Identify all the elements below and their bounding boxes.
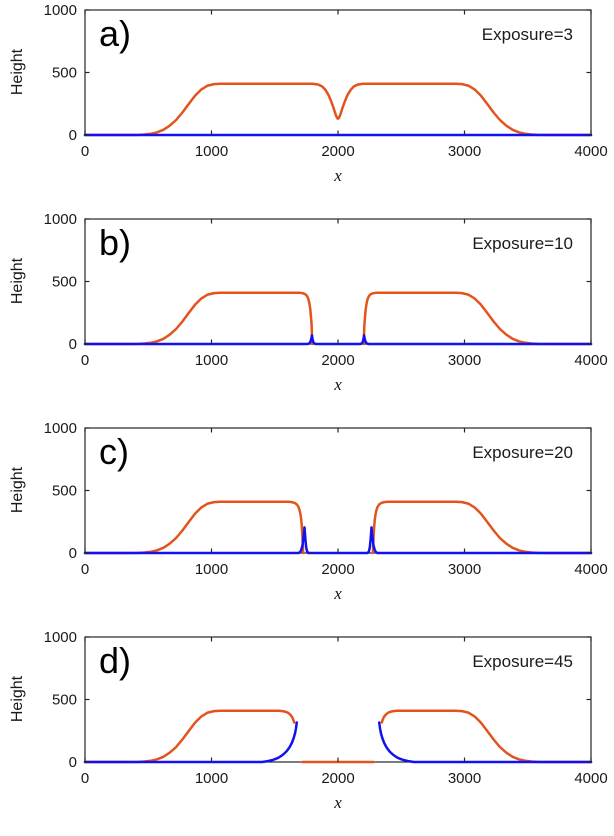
exposure-annotation-d: Exposure=45 [472,652,573,671]
x-tick-label: 4000 [574,143,607,160]
panel-letter-a: a) [99,13,132,54]
y-tick-label: 0 [69,754,77,771]
x-tick-label: 0 [81,770,89,787]
y-tick-label: 0 [69,545,77,562]
x-tick-label: 0 [81,143,89,160]
panel-letter-d: d) [99,640,132,681]
x-tick-label: 2000 [321,561,354,578]
series-resist-profile-right [371,500,593,555]
subplot-d: 0 1000 2000 3000 4000 0 500 1000 Height d) Expo… [0,627,614,836]
series-resist-profile [83,82,593,137]
x-tick-label: 1000 [195,770,228,787]
x-axis-label: x [334,166,342,185]
x-tick-label: 0 [81,352,89,369]
x-tick-label: 0 [81,561,89,578]
series-development-front-right [377,721,593,764]
x-tick-label: 1000 [195,352,228,369]
panel-letter-c: c) [99,431,129,472]
x-tick-label: 4000 [574,561,607,578]
y-tick-label: 500 [52,483,77,500]
panel-letter-b: b) [99,222,132,263]
subplot-c: 0 1000 2000 3000 4000 0 500 1000 Height c) Expo… [0,418,614,627]
y-tick-label: 1000 [44,211,77,228]
x-tick-label: 4000 [574,352,607,369]
x-axis-label: x [334,793,342,812]
y-axis-label: Height [9,466,26,514]
x-tick-label: 3000 [448,143,481,160]
x-tick-label: 2000 [321,352,354,369]
x-tick-label: 1000 [195,143,228,160]
subplot-a: 0 1000 2000 3000 4000 0 500 1000 Height a) Expo… [0,0,614,209]
x-tick-label: 4000 [574,770,607,787]
x-tick-label: 3000 [448,770,481,787]
y-tick-label: 500 [52,274,77,291]
series-resist-profile-right [362,291,593,346]
plot-area-d: 0 1000 2000 3000 4000 0 500 1000 [44,629,608,787]
exposure-annotation-a: Exposure=3 [481,25,573,44]
x-tick-label: 2000 [321,770,354,787]
y-tick-label: 1000 [44,629,77,646]
y-tick-label: 1000 [44,2,77,19]
y-axis-label: Height [9,48,26,96]
y-axis-label: Height [9,675,26,723]
plot-area-b: 0 1000 2000 3000 4000 0 500 1000 [44,211,608,369]
y-tick-label: 1000 [44,420,77,437]
subplot-b: 0 1000 2000 3000 4000 0 500 1000 Height b) Expo… [0,209,614,418]
series-resist-profile-left [83,709,296,764]
x-tick-label: 2000 [321,143,354,160]
x-axis-label: x [334,375,342,394]
y-axis-label: Height [9,257,26,305]
y-tick-label: 0 [69,127,77,144]
plot-area-a: 0 1000 2000 3000 4000 0 500 1000 [44,2,608,160]
y-tick-label: 500 [52,692,77,709]
y-tick-label: 500 [52,65,77,82]
exposure-annotation-b: Exposure=10 [472,234,573,253]
series-resist-profile-left [83,500,305,555]
x-axis-label: x [334,584,342,603]
series-development-front-left [83,721,299,764]
x-tick-label: 3000 [448,561,481,578]
plot-area-c: 0 1000 2000 3000 4000 0 500 1000 [44,420,608,578]
exposure-annotation-c: Exposure=20 [472,443,573,462]
x-tick-label: 1000 [195,561,228,578]
series-resist-profile-right [380,709,593,764]
series-resist-profile-left [83,291,314,346]
x-tick-label: 3000 [448,352,481,369]
y-tick-label: 0 [69,336,77,353]
